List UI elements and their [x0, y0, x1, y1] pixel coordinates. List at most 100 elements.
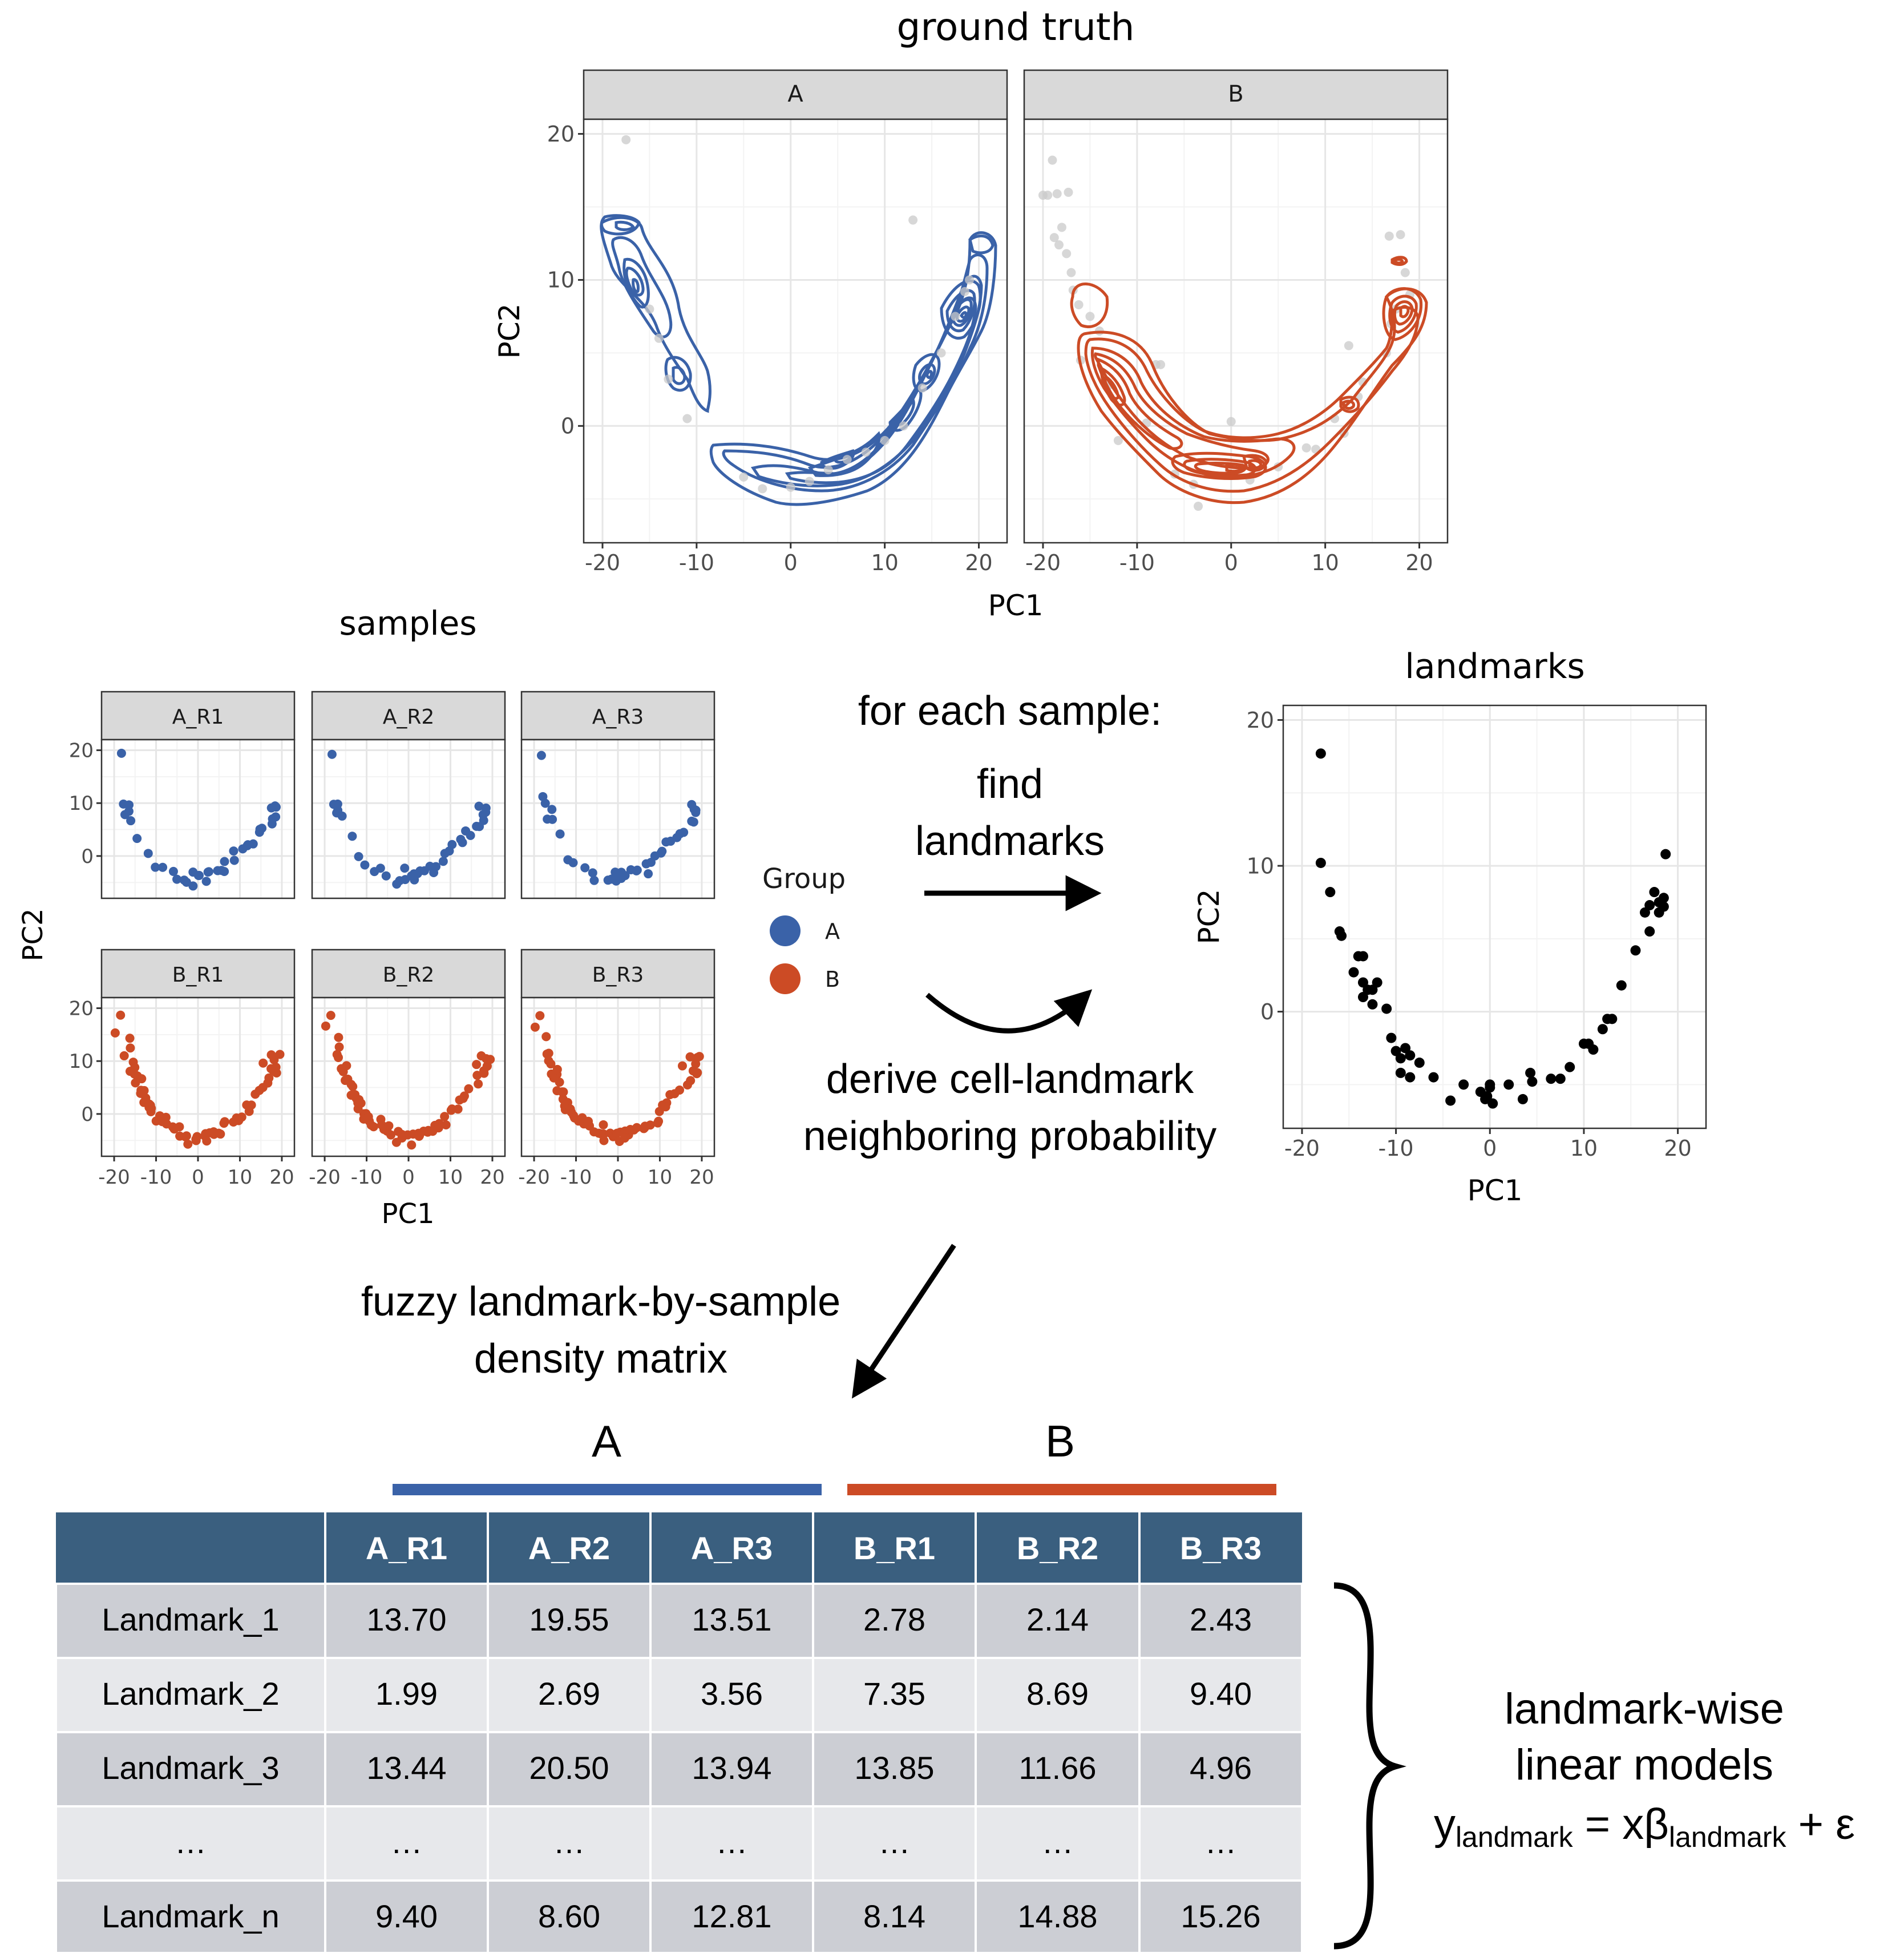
- model-line2: linear models: [1515, 1741, 1773, 1789]
- cell-point: [1085, 312, 1095, 321]
- landmark-point: [1395, 1053, 1406, 1064]
- table-header-cell: B_R1: [854, 1530, 935, 1566]
- sample-panel-a-r1: A_R1 20 10 0: [69, 691, 296, 899]
- sample-cell-point: [472, 1060, 482, 1070]
- cell-point: [899, 421, 908, 431]
- table-cell: 2.78: [863, 1601, 925, 1637]
- landmark-point: [1658, 893, 1669, 903]
- cell-point: [1396, 230, 1405, 240]
- sample-cell-point: [599, 1136, 609, 1145]
- sample-panel-a-r3: A_R3: [520, 691, 715, 899]
- landmark-point: [1487, 1098, 1498, 1109]
- x-tick-label: -10: [679, 550, 714, 575]
- sample-cell-point: [188, 881, 198, 891]
- sample-cell-point: [689, 817, 698, 827]
- ground-truth-figure: ground truth A: [493, 5, 1449, 622]
- table-header-cell: A_R3: [691, 1530, 773, 1566]
- x-tick-label: 20: [689, 1166, 714, 1189]
- process-annotations: for each sample: find landmarks derive c…: [361, 688, 1216, 1399]
- cell-point: [682, 414, 692, 423]
- legend-title: Group: [762, 863, 846, 895]
- landmark-point: [1395, 1067, 1406, 1078]
- row-label: Landmark_n: [102, 1898, 279, 1934]
- sample-axes: -20 -10 0 10 20: [518, 1156, 714, 1189]
- x-tick-label: -20: [518, 1166, 550, 1189]
- sample-cell-point: [172, 874, 182, 884]
- cell-point: [861, 447, 871, 457]
- sample-strip-label: B_R3: [592, 963, 644, 987]
- table-header-cell: A_R2: [528, 1530, 610, 1566]
- group-b-bar: [847, 1484, 1276, 1495]
- sample-cell-point: [588, 868, 597, 878]
- x-tick-label: 20: [480, 1166, 504, 1189]
- sample-cell-point: [386, 1130, 396, 1140]
- sample-cell-point: [151, 862, 160, 872]
- sample-strip-label: A_R1: [172, 705, 224, 729]
- sample-strip: [520, 691, 715, 741]
- landmark-point: [1315, 857, 1326, 868]
- sample-cell-point: [547, 805, 557, 814]
- sample-cell-point: [400, 863, 410, 873]
- sample-cell-point: [337, 1064, 346, 1074]
- sample-cell-point: [644, 869, 653, 879]
- landmarks-figure: landmarks -20 -10 0 10 20 20 10 0 PC1 PC2: [1192, 647, 1707, 1207]
- sample-grid: [312, 740, 505, 898]
- sample-cell-point: [266, 803, 276, 813]
- model-equation: ylandmark = xβlandmark + ε: [1434, 1800, 1855, 1853]
- row-label: Landmark_3: [102, 1750, 279, 1786]
- table-cell: …: [553, 1824, 585, 1860]
- ground-truth-panel-b: B: [1023, 69, 1449, 544]
- sample-cell-point: [679, 828, 689, 837]
- y-tick-label: 0: [81, 1103, 94, 1126]
- table-cell-bg: [55, 1657, 326, 1733]
- sample-points: [536, 750, 701, 886]
- sample-cell-point: [220, 857, 229, 866]
- sample-cell-point: [348, 1082, 358, 1091]
- linear-model-text: landmark-wise linear models ylandmark = …: [1434, 1685, 1855, 1853]
- table-cell-bg: [1138, 1731, 1303, 1807]
- landmarks-panel-bg: [1283, 705, 1706, 1128]
- table-cell-bg: [55, 1879, 326, 1954]
- eq-y-sub: landmark: [1456, 1821, 1574, 1853]
- sample-cell-point: [410, 875, 419, 885]
- table-row: Landmark_n 9.40 8.60 12.81 8.14 14.88 15.26: [55, 1879, 1303, 1954]
- sample-cell-point: [685, 1052, 695, 1062]
- table-cell: 13.51: [692, 1601, 771, 1637]
- x-tick-label: 10: [1311, 550, 1339, 575]
- landmark-point: [1649, 887, 1660, 898]
- landmark-point: [1555, 1074, 1566, 1084]
- sample-cell-point: [332, 1050, 342, 1059]
- legend-label-b: B: [825, 967, 840, 992]
- landmark-point: [1517, 1094, 1528, 1104]
- sample-cell-point: [234, 1116, 244, 1125]
- landmark-point: [1372, 977, 1382, 988]
- landmark-point: [1400, 1043, 1411, 1054]
- sample-cell-point: [639, 1124, 649, 1133]
- table-cell: 2.69: [538, 1676, 600, 1712]
- table-cell: 8.14: [863, 1898, 925, 1934]
- sample-cell-point: [334, 1032, 343, 1042]
- sample-cell-point: [188, 867, 198, 877]
- x-tick-label: 20: [965, 550, 992, 575]
- sample-cell-point: [546, 1059, 556, 1069]
- y-tick-label: 10: [1247, 853, 1274, 878]
- y-tick-label: 0: [561, 414, 575, 439]
- samples-xlabel: PC1: [382, 1198, 435, 1230]
- sample-cell-point: [384, 1121, 394, 1131]
- density-matrix-table: A_R1 A_R2 A_R3 B_R1 B_R2 B_R3 Landmark_1 13.70 1…: [55, 1512, 1303, 1954]
- table-cell-bg: [1138, 1657, 1303, 1733]
- x-tick-label: 10: [648, 1166, 672, 1189]
- fuzzy-text-line2: density matrix: [474, 1336, 727, 1382]
- x-tick-label: -20: [1025, 550, 1061, 575]
- y-tick-label: 0: [81, 845, 94, 868]
- table-header-cell: B_R3: [1180, 1530, 1262, 1566]
- table-cell: 9.40: [375, 1898, 438, 1934]
- sample-panel-b-r2: B_R2 -20 -10 0 10 20: [309, 949, 506, 1189]
- landmark-point: [1428, 1072, 1439, 1083]
- sample-cell-point: [530, 1022, 540, 1032]
- cell-point: [1344, 341, 1353, 350]
- cell-point: [1062, 249, 1072, 259]
- x-tick-label: 0: [1224, 550, 1238, 575]
- ground-truth-panel-a: A: [583, 69, 1008, 544]
